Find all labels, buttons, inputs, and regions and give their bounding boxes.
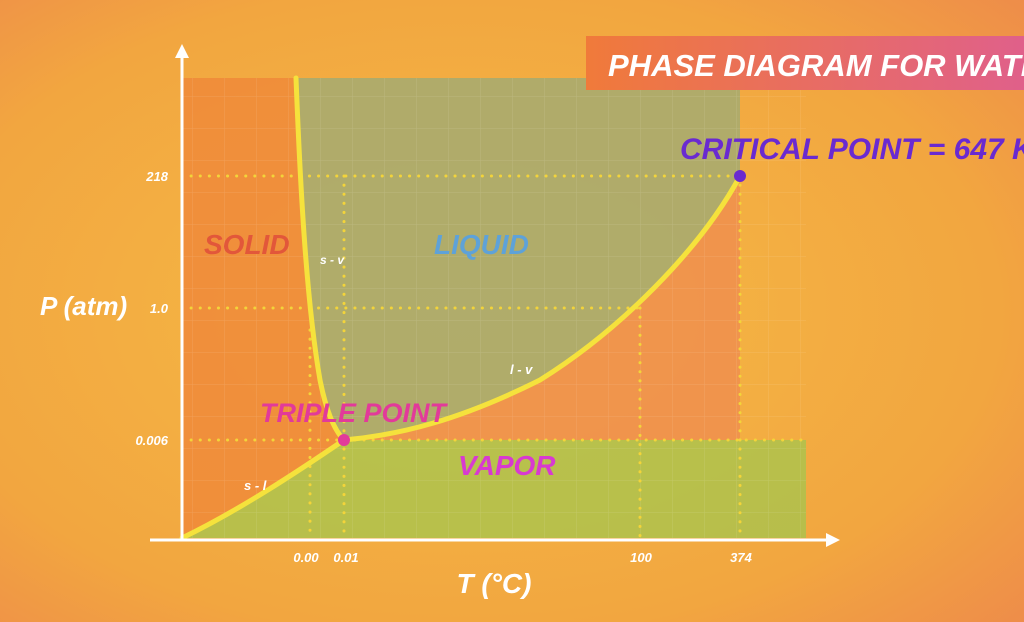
x-tick-100: 100	[630, 550, 652, 565]
y-axis-label: P (atm)	[40, 291, 127, 321]
y-axis-arrow-icon	[175, 44, 189, 58]
solid-vapor-curve	[179, 437, 347, 541]
solid-liquid-curve-label: s - v	[320, 253, 345, 267]
axes	[150, 44, 840, 547]
reference-dotted-lines	[180, 174, 808, 540]
liquid-vapor-curve-label: l - v	[510, 362, 533, 377]
triple-point-label: TRIPLE POINT	[260, 398, 449, 428]
x-tick-000: 0.00	[293, 550, 319, 565]
x-tick-374: 374	[730, 550, 752, 565]
triple-point-marker	[338, 434, 350, 446]
grid	[182, 78, 806, 538]
chart-title: PHASE DIAGRAM FOR WATER	[608, 48, 1024, 83]
y-tick-0006: 0.006	[135, 433, 168, 448]
solid-label: SOLID	[204, 229, 290, 260]
critical-point-marker	[734, 170, 746, 182]
title-banner	[586, 36, 1024, 90]
solid-liquid-curve	[293, 75, 347, 443]
x-axis-label: T (°C)	[457, 568, 532, 599]
critical-point-label: CRITICAL POINT = 647 K	[680, 133, 1024, 166]
liquid-label: LIQUID	[434, 229, 529, 260]
x-tick-001: 0.01	[333, 550, 358, 565]
y-tick-218: 218	[145, 169, 168, 184]
liquid-vapor-curve	[341, 173, 743, 443]
x-axis-arrow-icon	[826, 533, 840, 547]
vapor-label: VAPOR	[458, 450, 556, 481]
solid-vapor-curve-label: s - l	[244, 478, 267, 493]
y-tick-1: 1.0	[150, 301, 169, 316]
phase-curves	[179, 75, 743, 541]
